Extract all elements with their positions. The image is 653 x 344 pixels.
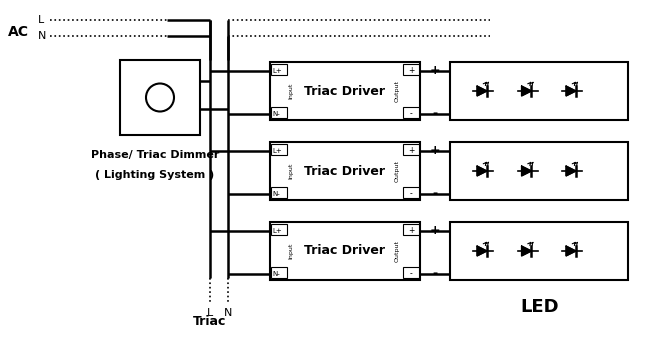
Text: ( Lighting System ): ( Lighting System ) (95, 170, 215, 180)
Text: -: - (432, 107, 438, 120)
Bar (271, 187, 287, 198)
Bar (271, 224, 287, 235)
Text: N-: N- (272, 271, 279, 277)
Text: Output: Output (394, 240, 400, 262)
Text: +: + (408, 66, 414, 75)
Text: Triac Driver: Triac Driver (304, 245, 385, 258)
Text: +: + (430, 224, 440, 237)
Polygon shape (477, 86, 487, 96)
Text: Phase/ Triac Dimmer: Phase/ Triac Dimmer (91, 150, 219, 160)
Polygon shape (566, 86, 576, 96)
Text: N-: N- (272, 111, 279, 117)
Polygon shape (566, 166, 576, 176)
Bar (270, 222, 420, 280)
Text: Triac Driver: Triac Driver (304, 85, 385, 97)
Text: Output: Output (394, 160, 400, 182)
Text: -: - (432, 267, 438, 280)
Text: Output: Output (394, 80, 400, 102)
Bar (403, 144, 419, 155)
Bar (270, 62, 420, 120)
Bar (450, 142, 628, 200)
Bar (403, 224, 419, 235)
Text: Input: Input (289, 243, 293, 259)
Text: Triac: Triac (193, 315, 227, 328)
Text: L+: L+ (272, 68, 281, 74)
Bar (403, 267, 419, 278)
Text: +: + (408, 146, 414, 155)
Text: N: N (224, 308, 232, 318)
Text: -: - (409, 109, 413, 118)
Bar (271, 267, 287, 278)
Text: Input: Input (289, 83, 293, 99)
Text: N: N (38, 31, 46, 41)
Bar (450, 222, 628, 280)
Bar (403, 187, 419, 198)
Text: AC: AC (8, 25, 29, 39)
Text: -: - (432, 187, 438, 200)
Bar (271, 144, 287, 155)
Text: +: + (430, 144, 440, 157)
Bar (271, 64, 287, 75)
Text: N-: N- (272, 191, 279, 197)
Text: +: + (408, 226, 414, 235)
Text: -: - (409, 189, 413, 198)
Bar (450, 62, 628, 120)
Text: L+: L+ (272, 148, 281, 154)
Polygon shape (522, 166, 532, 176)
Polygon shape (522, 86, 532, 96)
Bar (120, 60, 200, 135)
Text: Input: Input (289, 163, 293, 179)
Bar (403, 64, 419, 75)
Text: +: + (430, 64, 440, 77)
Text: -: - (409, 269, 413, 278)
Polygon shape (522, 246, 532, 256)
Polygon shape (477, 166, 487, 176)
Bar (403, 107, 419, 118)
Bar (270, 142, 420, 200)
Text: L: L (207, 308, 213, 318)
Polygon shape (477, 246, 487, 256)
Text: L: L (38, 15, 44, 25)
Text: LED: LED (520, 298, 560, 316)
Text: L+: L+ (272, 228, 281, 234)
Bar (271, 107, 287, 118)
Polygon shape (566, 246, 576, 256)
Text: Triac Driver: Triac Driver (304, 164, 385, 178)
